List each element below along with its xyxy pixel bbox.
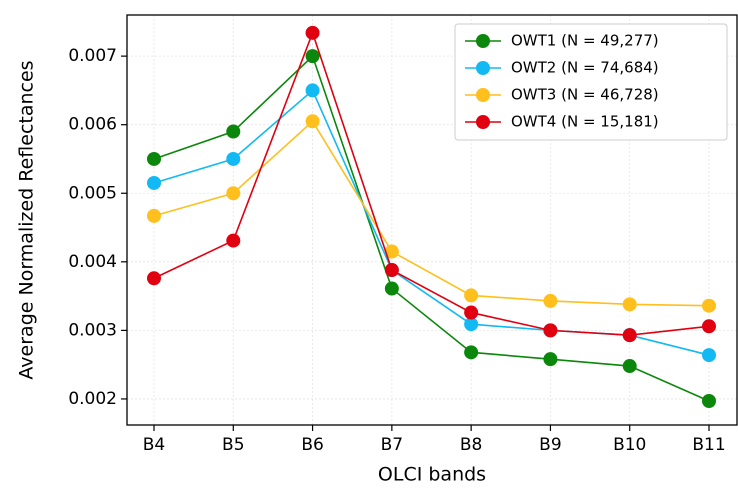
legend-marker	[476, 88, 490, 102]
data-point	[464, 288, 479, 303]
data-point	[226, 151, 241, 166]
series-line	[153, 120, 710, 307]
legend-marker	[476, 61, 490, 75]
data-point	[543, 293, 558, 308]
data-point	[305, 49, 320, 64]
x-tick-label: B10	[613, 435, 646, 455]
y-tick-label: 0.004	[68, 252, 117, 272]
legend-label: OWT4 (N = 15,181)	[511, 113, 659, 131]
x-tick-label: B7	[381, 435, 403, 455]
data-point	[305, 83, 320, 98]
y-tick-label: 0.002	[68, 389, 117, 409]
data-point	[226, 233, 241, 248]
data-point	[384, 281, 399, 296]
y-tick-label: 0.005	[68, 183, 117, 203]
legend: OWT1 (N = 49,277) OWT2 (N = 74,684) OWT3 (…	[454, 23, 728, 141]
legend-label: OWT2 (N = 74,684)	[511, 59, 659, 77]
data-point	[226, 186, 241, 201]
data-point	[147, 175, 161, 190]
data-point	[147, 208, 161, 223]
x-axis-label: OLCI bands	[378, 464, 486, 486]
data-point	[226, 124, 241, 139]
plot-frame	[126, 14, 738, 426]
data-point	[622, 359, 637, 374]
x-tick-label: B11	[692, 435, 725, 455]
x-tick-label: B6	[301, 435, 323, 455]
legend-marker	[476, 115, 490, 129]
y-tick-label: 0.003	[68, 320, 117, 340]
data-point	[543, 323, 558, 338]
data-point	[464, 305, 479, 320]
x-tick-label: B4	[143, 435, 165, 455]
data-point	[464, 345, 479, 360]
data-point	[622, 328, 637, 343]
data-point	[147, 151, 161, 166]
data-point	[702, 348, 716, 363]
y-tick-label: 0.006	[68, 115, 117, 135]
legend-label: OWT1 (N = 49,277)	[511, 32, 659, 50]
x-tick-label: B8	[460, 435, 482, 455]
series-line	[153, 54, 710, 402]
data-point	[305, 25, 320, 40]
data-point	[543, 352, 558, 367]
data-point	[622, 297, 637, 312]
data-point	[464, 317, 479, 332]
data-point	[147, 271, 161, 286]
data-point	[305, 114, 320, 129]
legend-marker	[476, 34, 490, 48]
data-point	[702, 394, 716, 409]
y-axis-label: Average Normalized Reflectances	[16, 60, 38, 379]
data-point	[702, 319, 716, 334]
series-line	[153, 30, 710, 336]
data-point	[384, 244, 399, 259]
legend-label: OWT3 (N = 46,728)	[511, 86, 659, 104]
data-point	[384, 263, 399, 278]
x-tick-label: B5	[222, 435, 244, 455]
y-tick-label: 0.007	[68, 46, 117, 66]
data-point	[702, 298, 716, 313]
x-tick-label: B9	[539, 435, 561, 455]
legend-box	[454, 23, 728, 141]
